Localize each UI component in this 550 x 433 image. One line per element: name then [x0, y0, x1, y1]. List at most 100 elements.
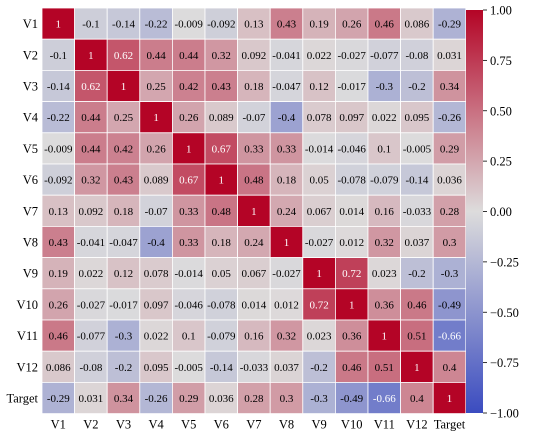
cell-value-label: 0.089: [209, 112, 234, 124]
cell-value-label: 0.095: [405, 112, 430, 124]
heatmap-cell-V7-V5: [171, 194, 206, 227]
cell-value-label: -0.29: [438, 19, 461, 31]
cell-value-label: 0.51: [407, 331, 426, 343]
heatmap-cell-V7-V4: [139, 194, 173, 227]
colorbar-tick-label: 0.75: [490, 54, 512, 68]
heatmap-cell-V9-V3: [106, 257, 141, 290]
cell-value-label: -0.027: [337, 50, 366, 62]
heatmap-cell-V4-V8: [269, 101, 304, 134]
colorbar-gradient: [466, 10, 483, 413]
heatmap-cell-V6-Target: [432, 163, 467, 196]
cell-value-label: 0.32: [375, 237, 394, 249]
cell-value-label: 0.46: [342, 362, 362, 374]
cell-value-label: 0.05: [309, 175, 329, 187]
heatmap-cell-V6-V12: [400, 163, 434, 196]
col-label-V9: V9: [311, 418, 326, 432]
cell-value-label: 0.44: [81, 112, 101, 124]
colorbar: 1.00 0.75 0.50 0.25 0.00 −0.25 −0.50 −0.75 −1.00: [466, 4, 519, 421]
heatmap-cell-V9-V11: [367, 257, 401, 290]
cell-value-label: 0.67: [179, 175, 199, 187]
cell-value-label: -0.49: [438, 299, 461, 311]
cell-value-label: -0.14: [405, 175, 428, 187]
cell-value-label: 1: [121, 81, 127, 93]
heatmap-cell-V3-V3: [106, 70, 141, 103]
cell-value-label: -0.079: [207, 331, 236, 343]
cell-value-label: 0.1: [377, 143, 391, 155]
cell-value-label: 1: [219, 175, 225, 187]
cell-value-label: 0.014: [242, 299, 267, 311]
cell-value-label: 0.32: [212, 50, 231, 62]
cell-value-label: 1: [284, 237, 290, 249]
row-label-V5: V5: [23, 142, 38, 156]
cell-value-label: 0.19: [309, 19, 329, 31]
cell-value-label: 0.36: [375, 299, 395, 311]
cell-value-label: 0.4: [410, 393, 424, 405]
heatmap-cell-V5-V12: [400, 132, 434, 165]
heatmap-cell-V6-V8: [269, 163, 304, 196]
heatmap-cell-V12-V6: [204, 350, 238, 383]
cell-value-label: 0.012: [339, 237, 364, 249]
heatmap-cell-V6-V11: [367, 163, 401, 196]
row-label-V3: V3: [23, 80, 38, 94]
cell-value-label: 0.26: [146, 143, 166, 155]
col-label-V4: V4: [148, 418, 164, 432]
heatmap-cell-V3-V2: [74, 70, 108, 103]
cell-value-label: 1: [447, 393, 453, 405]
heatmap-cell-V4-V1: [41, 101, 75, 134]
cell-value-label: 0.25: [146, 81, 166, 93]
cell-value-label: -0.3: [310, 393, 328, 405]
cell-value-label: 0.26: [179, 112, 199, 124]
heatmap-cell-V9-V4: [139, 257, 173, 290]
heatmap-cell-V3-Target: [432, 70, 467, 103]
heatmap-cell-V10-V6: [204, 288, 238, 321]
cell-value-label: 0.022: [307, 50, 332, 62]
cell-value-label: 0.086: [405, 19, 430, 31]
cell-value-label: 0.031: [437, 50, 462, 62]
heatmap-cell-V8-V4: [139, 225, 173, 258]
heatmap-cell-V7-V9: [302, 194, 336, 227]
cell-value-label: -0.047: [272, 81, 301, 93]
heatmap-cell-V11-V4: [139, 319, 173, 352]
row-label-V12: V12: [16, 360, 38, 374]
cell-value-label: -0.66: [438, 331, 461, 343]
heatmap-cell-V12-V8: [269, 350, 304, 383]
heatmap-cell-V4-V12: [400, 101, 434, 134]
heatmap-cell-V4-V9: [302, 101, 336, 134]
cell-value-label: -0.027: [305, 237, 334, 249]
cell-value-label: 0.44: [146, 50, 166, 62]
colorbar-tick-label: 0.25: [490, 155, 512, 169]
heatmap-cell-V6-V1: [41, 163, 75, 196]
cell-value-label: 0.3: [280, 393, 294, 405]
cell-value-label: 0.33: [179, 237, 199, 249]
cell-value-label: -0.014: [305, 143, 334, 155]
cell-value-label: -0.49: [340, 393, 363, 405]
cell-value-label: -0.017: [109, 299, 138, 311]
heatmap-cell-V1-V1: [41, 7, 75, 40]
heatmap-cell-V12-V12: [400, 350, 434, 383]
cell-value-label: 0.42: [114, 143, 133, 155]
heatmap-cell-V2-Target: [432, 38, 467, 71]
heatmap-cell-V6-V4: [139, 163, 173, 196]
cell-value-label: 0.42: [179, 81, 198, 93]
heatmap-cell-V12-V7: [237, 350, 271, 383]
cell-value-label: 0.67: [212, 143, 232, 155]
heatmap-cell-V10-V2: [74, 288, 108, 321]
cell-value-label: 0.36: [342, 331, 362, 343]
heatmap-cell-Target-V5: [171, 381, 206, 414]
cell-value-label: 0.18: [114, 206, 134, 218]
cell-value-label: -0.2: [310, 362, 327, 374]
heatmap-cell-V5-V7: [237, 132, 271, 165]
cell-value-label: 0.092: [79, 206, 104, 218]
colorbar-tick-label: −0.25: [490, 255, 519, 269]
cell-value-label: 0.72: [342, 268, 361, 280]
heatmap-cell-V7-V7: [237, 194, 271, 227]
colorbar-tick-label: −1.00: [490, 407, 519, 421]
cell-value-label: -0.092: [44, 175, 72, 187]
heatmap-cell-V7-V10: [334, 194, 369, 227]
col-label-V3: V3: [116, 418, 131, 432]
x-axis-tick-labels: V1 V2 V3 V4 V5 V6 V7 V8 V9 V10 V11 V12 Target: [51, 418, 466, 432]
heatmap-cells: [41, 7, 467, 414]
cell-value-label: 0.13: [49, 206, 69, 218]
cell-value-label: 0.4: [443, 362, 457, 374]
